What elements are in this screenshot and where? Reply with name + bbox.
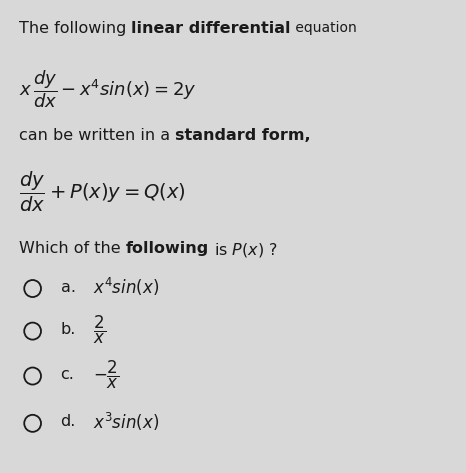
Text: following: following <box>125 241 209 256</box>
Text: is $P(x)$ ?: is $P(x)$ ? <box>209 241 278 259</box>
Text: a.: a. <box>61 280 75 295</box>
Text: $\dfrac{2}{x}$: $\dfrac{2}{x}$ <box>93 314 106 346</box>
Text: equation: equation <box>291 21 356 35</box>
Text: c.: c. <box>61 367 75 382</box>
Text: d.: d. <box>61 414 76 429</box>
Text: linear differential: linear differential <box>131 21 291 36</box>
Text: standard form,: standard form, <box>175 128 310 143</box>
Text: b.: b. <box>61 322 76 337</box>
Text: $x^4 sin(x)$: $x^4 sin(x)$ <box>93 276 159 298</box>
Text: can be written in a: can be written in a <box>19 128 175 143</box>
Text: The following: The following <box>19 21 131 36</box>
Text: Which of the: Which of the <box>19 241 125 256</box>
Text: $x\,\dfrac{dy}{dx} - x^4sin(x) = 2y$: $x\,\dfrac{dy}{dx} - x^4sin(x) = 2y$ <box>19 69 196 110</box>
Text: $x^3 sin(x)$: $x^3 sin(x)$ <box>93 411 159 433</box>
Text: $-\dfrac{2}{x}$: $-\dfrac{2}{x}$ <box>93 359 120 391</box>
Text: $\dfrac{dy}{dx} + P(x)y = Q(x)$: $\dfrac{dy}{dx} + P(x)y = Q(x)$ <box>19 170 185 214</box>
